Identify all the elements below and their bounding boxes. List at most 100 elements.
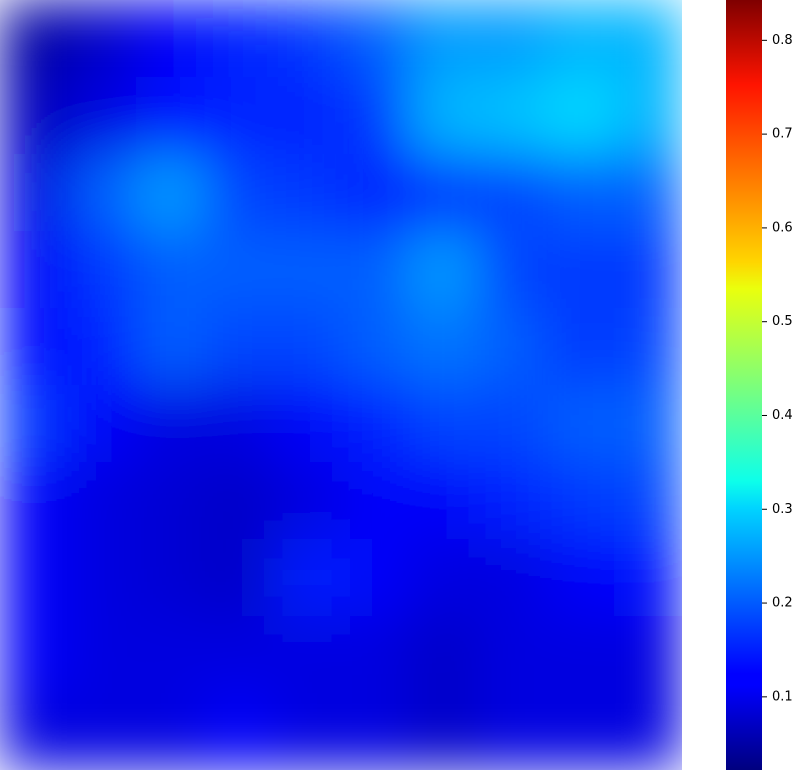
heatmap-cell — [613, 77, 682, 155]
heatmap-cell — [409, 693, 478, 770]
heatmap-cell — [0, 539, 69, 617]
heatmap-cell — [204, 385, 274, 463]
colorbar — [726, 0, 762, 770]
heatmap-cell — [136, 0, 206, 78]
heatmap-cell — [409, 0, 478, 78]
heatmap — [0, 0, 682, 770]
heatmap-cell — [204, 693, 274, 770]
heatmap-cell — [409, 77, 478, 155]
heatmap-cell — [204, 77, 274, 155]
heatmap-cell — [613, 693, 682, 770]
heatmap-cell — [409, 462, 478, 540]
heatmap-cell — [0, 154, 69, 232]
heatmap-cell — [68, 462, 137, 540]
heatmap-cell — [409, 231, 478, 309]
heatmap-cell — [136, 693, 206, 770]
heatmap-cell — [341, 385, 410, 463]
heatmap-cell — [272, 693, 342, 770]
heatmap-cell — [68, 308, 137, 386]
heatmap-cell — [545, 308, 615, 386]
heatmap-cell — [409, 308, 478, 386]
heatmap-cell — [0, 231, 69, 309]
heatmap-cell — [545, 462, 615, 540]
heatmap-cell — [136, 385, 206, 463]
heatmap-cell — [545, 77, 615, 155]
heatmap-cell — [272, 539, 342, 617]
heatmap-cell — [477, 462, 547, 540]
heatmap-cell — [68, 77, 137, 155]
colorbar-tick-label: 0.8 — [772, 33, 793, 48]
heatmap-cell — [136, 154, 206, 232]
heatmap-cell — [0, 77, 69, 155]
heatmap-cell — [341, 308, 410, 386]
heatmap-cell — [613, 462, 682, 540]
heatmap-cell — [272, 77, 342, 155]
heatmap-cell — [477, 693, 547, 770]
heatmap-cell — [409, 539, 478, 617]
heatmap-cell — [272, 0, 342, 78]
colorbar-tick-label: 0.4 — [772, 408, 793, 423]
heatmap-cell — [613, 385, 682, 463]
heatmap-cell — [204, 154, 274, 232]
heatmap-cell — [613, 616, 682, 694]
heatmap-cell — [68, 154, 137, 232]
heatmap-cell — [204, 308, 274, 386]
heatmap-cell — [341, 231, 410, 309]
heatmap-cell — [0, 462, 69, 540]
heatmap-cell — [0, 0, 69, 78]
heatmap-cell — [341, 462, 410, 540]
heatmap-cell — [68, 385, 137, 463]
heatmap-cell — [341, 616, 410, 694]
heatmap-cell — [545, 693, 615, 770]
colorbar-tick-label: 0.3 — [772, 502, 793, 517]
heatmap-cell — [545, 154, 615, 232]
heatmap-cell — [68, 616, 137, 694]
heatmap-cell — [204, 231, 274, 309]
heatmap-cell — [341, 693, 410, 770]
heatmap-cell — [613, 539, 682, 617]
heatmap-cell — [272, 154, 342, 232]
heatmap-cell — [613, 0, 682, 78]
heatmap-cell — [272, 231, 342, 309]
heatmap-cell — [545, 0, 615, 78]
colorbar-tick-label: 0.5 — [772, 314, 793, 329]
heatmap-cell — [0, 693, 69, 770]
heatmap-cell — [136, 616, 206, 694]
heatmap-cell — [341, 154, 410, 232]
heatmap-cell — [477, 539, 547, 617]
heatmap-cell — [477, 616, 547, 694]
heatmap-cell — [545, 616, 615, 694]
heatmap-cell — [136, 462, 206, 540]
heatmap-cell — [0, 308, 69, 386]
heatmap-cell — [204, 539, 274, 617]
heatmap-cell — [0, 385, 69, 463]
heatmap-cell — [204, 462, 274, 540]
heatmap-cell — [545, 231, 615, 309]
heatmap-cell — [272, 308, 342, 386]
heatmap-cell — [477, 231, 547, 309]
heatmap-cell — [272, 462, 342, 540]
heatmap-cell — [477, 308, 547, 386]
heatmap-cell — [613, 154, 682, 232]
heatmap-cell — [477, 385, 547, 463]
heatmap-cell — [68, 231, 137, 309]
heatmap-cell — [545, 385, 615, 463]
colorbar-tick-label: 0.1 — [772, 689, 793, 704]
heatmap-cell — [477, 154, 547, 232]
heatmap-cell — [341, 77, 410, 155]
heatmap-cell — [136, 308, 206, 386]
heatmap-cell — [409, 385, 478, 463]
heatmap-cell — [68, 539, 137, 617]
heatmap-area — [0, 0, 682, 770]
heatmap-cell — [341, 0, 410, 78]
heatmap-cell — [613, 308, 682, 386]
colorbar-ticks: 0.1 0.2 0.3 0.4 0.5 0.6 0.7 0.8 — [762, 33, 793, 704]
heatmap-cell — [341, 539, 410, 617]
heatmap-cell — [136, 231, 206, 309]
heatmap-cell — [477, 77, 547, 155]
heatmap-cell — [409, 616, 478, 694]
heatmap-cell — [613, 231, 682, 309]
heatmap-cell — [545, 539, 615, 617]
heatmap-cell — [477, 0, 547, 78]
